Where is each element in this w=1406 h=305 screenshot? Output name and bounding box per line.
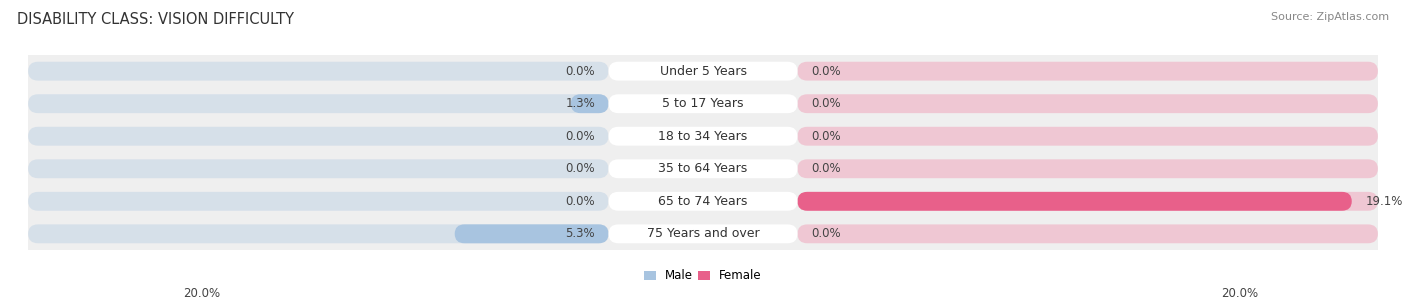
FancyBboxPatch shape: [797, 192, 1351, 211]
FancyBboxPatch shape: [28, 120, 1378, 152]
FancyBboxPatch shape: [28, 152, 1378, 185]
FancyBboxPatch shape: [797, 94, 1378, 113]
FancyBboxPatch shape: [609, 224, 797, 243]
FancyBboxPatch shape: [797, 192, 1378, 211]
Text: 0.0%: 0.0%: [811, 130, 841, 143]
FancyBboxPatch shape: [797, 62, 1378, 81]
Text: 0.0%: 0.0%: [565, 65, 595, 78]
FancyBboxPatch shape: [609, 159, 797, 178]
FancyBboxPatch shape: [28, 88, 1378, 120]
Text: 18 to 34 Years: 18 to 34 Years: [658, 130, 748, 143]
FancyBboxPatch shape: [797, 159, 1378, 178]
FancyBboxPatch shape: [28, 127, 609, 146]
Text: 1.3%: 1.3%: [565, 97, 595, 110]
FancyBboxPatch shape: [571, 94, 609, 113]
Text: 20.0%: 20.0%: [183, 287, 219, 300]
Text: 5 to 17 Years: 5 to 17 Years: [662, 97, 744, 110]
FancyBboxPatch shape: [28, 224, 609, 243]
Text: 20.0%: 20.0%: [1222, 287, 1258, 300]
Text: 0.0%: 0.0%: [811, 97, 841, 110]
FancyBboxPatch shape: [454, 224, 609, 243]
Text: 0.0%: 0.0%: [811, 162, 841, 175]
Text: 0.0%: 0.0%: [811, 65, 841, 78]
Text: 19.1%: 19.1%: [1365, 195, 1403, 208]
FancyBboxPatch shape: [28, 55, 1378, 88]
Text: DISABILITY CLASS: VISION DIFFICULTY: DISABILITY CLASS: VISION DIFFICULTY: [17, 12, 294, 27]
Text: 75 Years and over: 75 Years and over: [647, 227, 759, 240]
FancyBboxPatch shape: [28, 62, 609, 81]
FancyBboxPatch shape: [28, 185, 1378, 217]
Text: 65 to 74 Years: 65 to 74 Years: [658, 195, 748, 208]
Text: 5.3%: 5.3%: [565, 227, 595, 240]
FancyBboxPatch shape: [28, 94, 609, 113]
FancyBboxPatch shape: [609, 192, 797, 211]
Legend: Male, Female: Male, Female: [640, 265, 766, 287]
FancyBboxPatch shape: [28, 217, 1378, 250]
FancyBboxPatch shape: [28, 159, 609, 178]
FancyBboxPatch shape: [609, 62, 797, 81]
Text: Under 5 Years: Under 5 Years: [659, 65, 747, 78]
FancyBboxPatch shape: [28, 192, 609, 211]
Text: 0.0%: 0.0%: [565, 130, 595, 143]
FancyBboxPatch shape: [609, 94, 797, 113]
Text: 0.0%: 0.0%: [565, 162, 595, 175]
Text: Source: ZipAtlas.com: Source: ZipAtlas.com: [1271, 12, 1389, 22]
Text: 35 to 64 Years: 35 to 64 Years: [658, 162, 748, 175]
Text: 0.0%: 0.0%: [811, 227, 841, 240]
FancyBboxPatch shape: [797, 127, 1378, 146]
Text: 0.0%: 0.0%: [565, 195, 595, 208]
FancyBboxPatch shape: [797, 224, 1378, 243]
FancyBboxPatch shape: [609, 127, 797, 146]
